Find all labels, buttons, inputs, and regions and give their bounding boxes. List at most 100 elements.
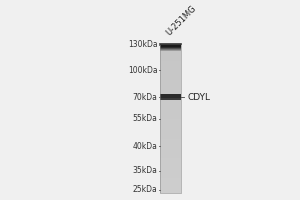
Bar [160,156,181,157]
Bar [160,87,181,88]
Bar [160,184,181,185]
Bar [160,94,181,100]
Bar [160,60,181,61]
Bar [160,147,181,148]
Bar [160,159,181,160]
Bar [160,181,181,182]
Bar [160,150,181,151]
Text: 130kDa: 130kDa [128,40,158,49]
Bar [160,182,181,183]
Bar [160,101,181,102]
Bar [160,160,181,161]
Bar [160,185,181,186]
Bar [160,137,181,138]
Bar [160,81,181,82]
Bar [160,119,181,120]
Bar [160,58,181,59]
Bar [160,65,181,66]
Bar [160,141,181,142]
Bar [160,126,181,127]
Bar [160,145,181,146]
Bar [160,122,181,123]
Bar [160,53,181,54]
Bar [160,75,181,76]
Bar [160,67,181,68]
Bar [160,110,181,111]
Bar [160,84,181,85]
Bar [160,98,181,100]
Bar [160,79,181,80]
Bar [160,47,181,48]
Bar [160,94,181,95]
Bar [160,190,181,191]
Bar [160,189,181,190]
Bar [160,52,181,53]
Bar [160,111,181,112]
Text: 25kDa: 25kDa [133,185,158,194]
Bar [160,149,181,150]
Bar [160,179,181,180]
Bar [160,100,181,101]
Bar [160,128,181,129]
Bar [160,139,181,140]
Bar [160,102,181,103]
Bar [160,127,181,128]
Bar [160,88,181,89]
Bar [160,152,181,153]
Bar [160,131,181,132]
Bar [160,96,181,97]
Bar [160,68,181,69]
Bar [160,144,181,145]
Text: U-251MG: U-251MG [164,4,197,38]
Bar [160,148,181,149]
Bar [160,187,181,188]
Bar [160,175,181,176]
Bar [160,173,181,174]
Text: 100kDa: 100kDa [128,66,158,75]
Text: 40kDa: 40kDa [133,142,158,151]
Bar [160,143,181,144]
Bar [160,174,181,175]
Bar [160,180,181,181]
Bar [160,167,181,168]
Bar [160,49,181,50]
Bar [160,57,181,58]
Bar [160,140,181,141]
Bar [160,82,181,83]
Bar [160,151,181,152]
Bar [160,108,181,109]
Bar [160,169,181,170]
Bar [160,93,181,94]
Text: 55kDa: 55kDa [133,114,158,123]
Bar [160,113,181,114]
Bar [160,130,181,131]
Bar [160,59,181,60]
Bar [160,62,181,63]
Bar [160,83,181,84]
Bar [160,120,181,121]
Bar [160,154,181,155]
Bar [160,46,181,47]
Bar [160,98,181,99]
Bar [160,99,181,100]
Bar [160,136,181,137]
Text: 70kDa: 70kDa [133,93,158,102]
Bar [160,158,181,159]
Bar [160,86,181,87]
Bar [160,69,181,70]
Bar [160,138,181,139]
Text: CDYL: CDYL [187,93,210,102]
Bar [160,117,181,118]
Bar [160,170,181,171]
Bar [160,191,181,192]
Bar [160,112,181,113]
Bar [160,85,181,86]
Bar [160,44,181,45]
Bar [160,168,181,169]
Bar [160,64,181,65]
Bar [160,188,181,189]
Bar [160,74,181,75]
Bar [160,135,181,136]
Bar [160,77,181,78]
Bar [160,44,181,193]
